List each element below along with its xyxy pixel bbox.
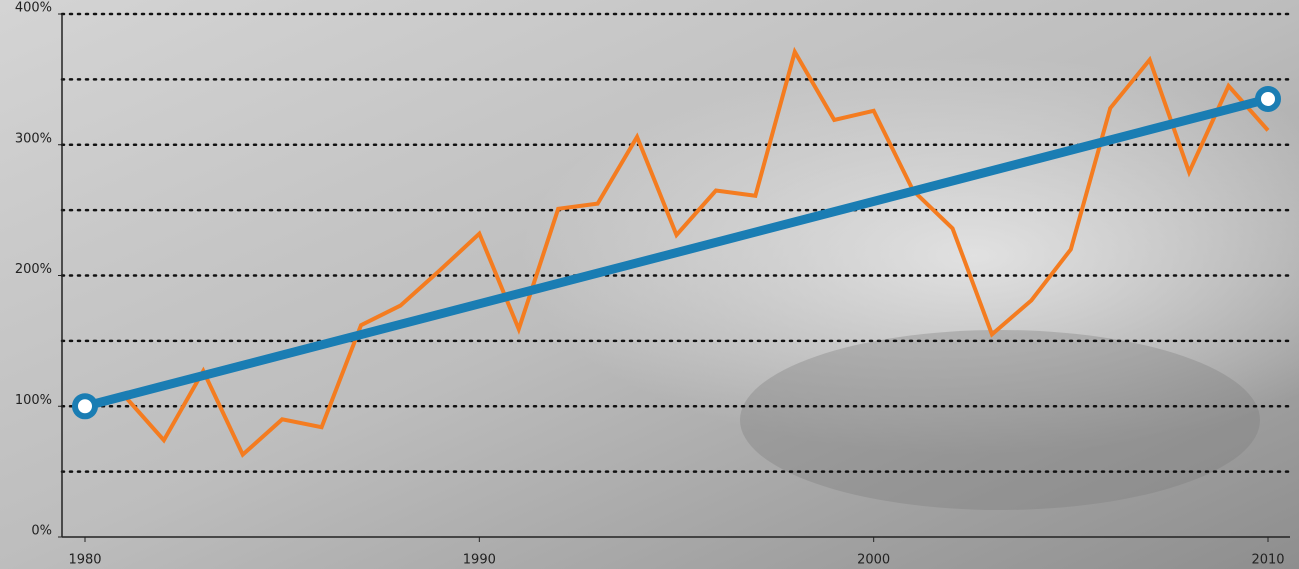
x-tick-label: 1980 [68,553,101,568]
x-tick-label: 1990 [463,553,496,568]
y-tick-label: 0% [31,524,52,539]
page: {"chart_data": { "type": "line", "xlim":… [0,0,1299,569]
y-tick-label: 100% [15,393,52,408]
y-tick-label: 300% [15,131,52,146]
chart: 0% 100% 200% 300% 400% 1980 1990 2000 2010 [0,0,1299,569]
x-tick-label: 2000 [857,553,890,568]
background-shadow [740,330,1260,510]
point-marker [1258,89,1278,109]
y-tick-label: 200% [15,262,52,277]
point-marker [75,396,95,416]
x-tick-label: 2010 [1251,553,1284,568]
y-tick-label: 400% [15,1,52,16]
